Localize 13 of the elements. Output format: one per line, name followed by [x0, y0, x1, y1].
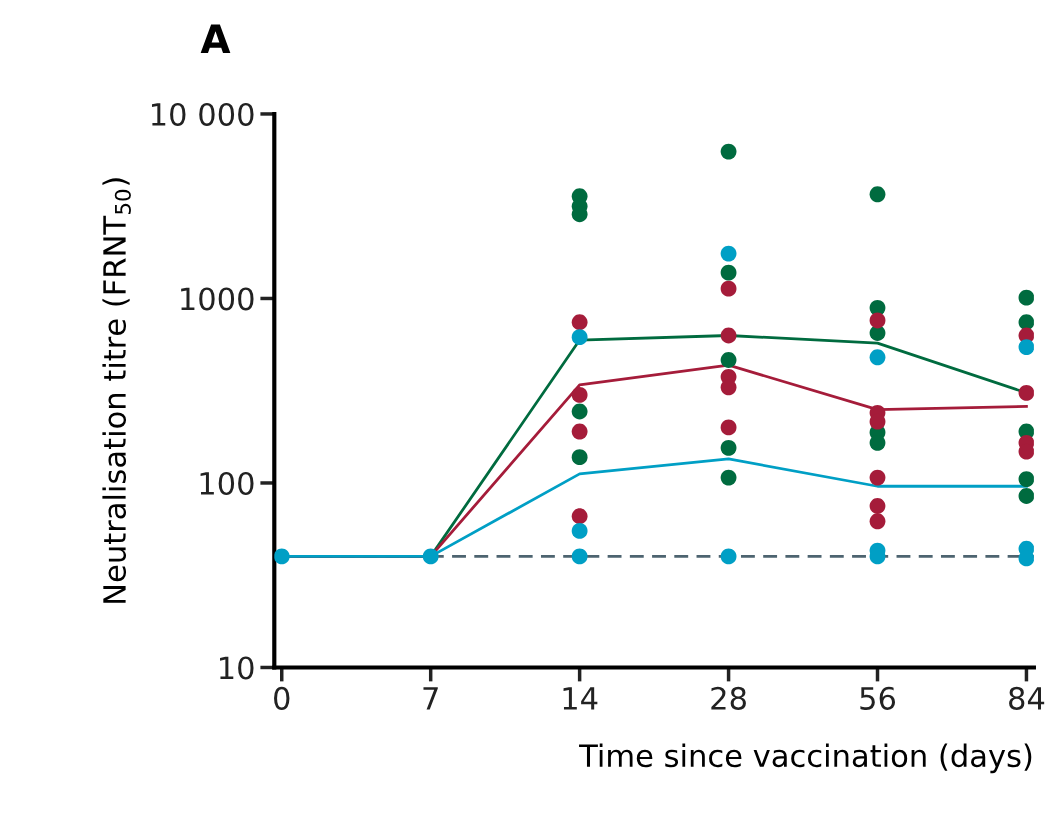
y-tick-label: 100	[200, 471, 254, 496]
x-tick-label: 28	[711, 686, 746, 710]
chart-title: A	[200, 24, 231, 53]
y-tick-label: 10 000	[151, 102, 254, 126]
x-tick-label: 7	[423, 687, 438, 710]
y-tick-label: 10	[220, 656, 254, 680]
x-axis-title: Time since vaccination (days)	[579, 743, 1032, 774]
x-tick-label: 84	[1009, 686, 1045, 710]
x-tick-label: 0	[274, 686, 290, 710]
y-axis-title: Neutralisation titre (FRNT$_{50}$)	[102, 178, 131, 603]
x-tick-label: 14	[563, 687, 598, 710]
x-tick-label: 56	[860, 686, 896, 710]
y-tick-label: 1000	[181, 287, 254, 311]
